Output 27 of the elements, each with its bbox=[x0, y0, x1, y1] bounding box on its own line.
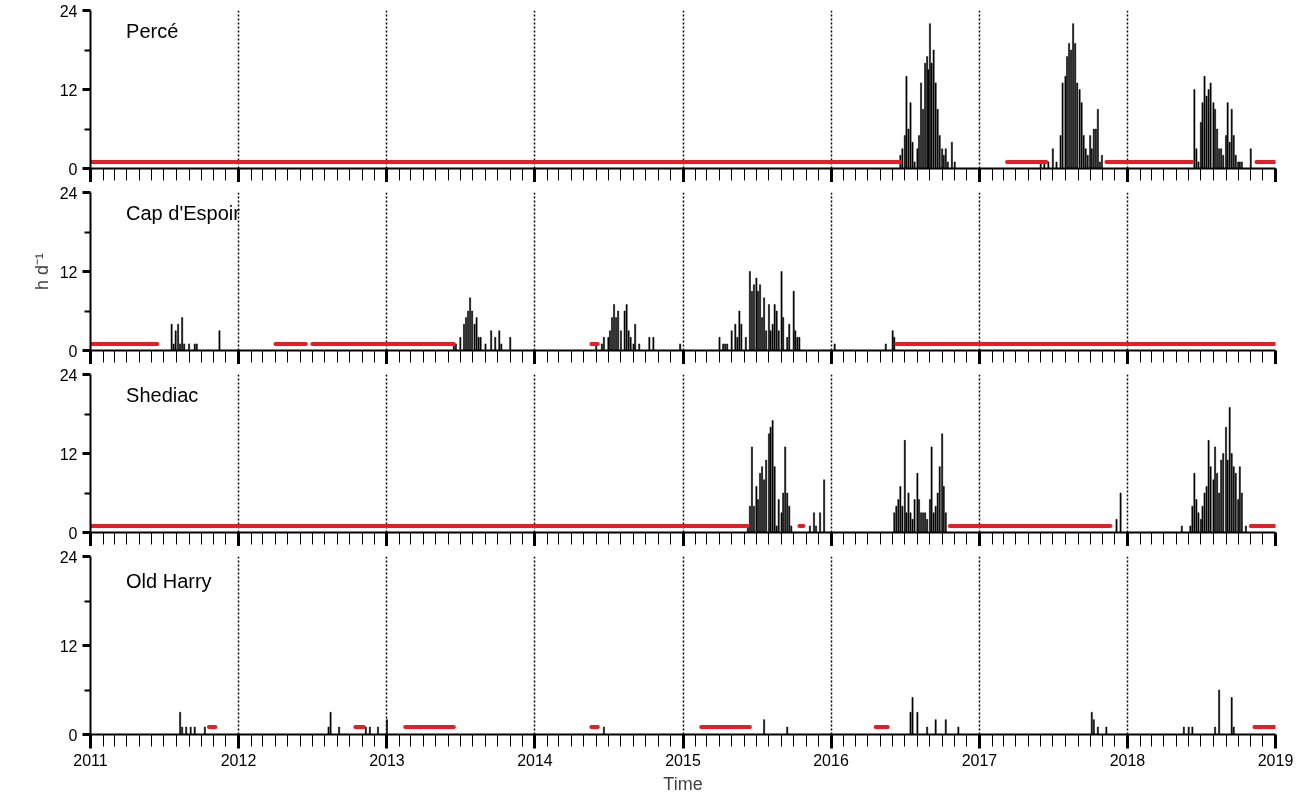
y-tick-label: 24 bbox=[59, 184, 78, 202]
x-tick-label: 2014 bbox=[517, 751, 553, 769]
x-tick-label: 2015 bbox=[665, 751, 701, 769]
y-tick-label: 0 bbox=[68, 726, 78, 744]
y-tick-label: 12 bbox=[59, 637, 78, 655]
y-axis-title: h d⁻¹ bbox=[31, 252, 52, 291]
x-tick-label: 2019 bbox=[1257, 751, 1294, 769]
x-tick-label: 2013 bbox=[369, 751, 405, 769]
text: Percé bbox=[126, 20, 179, 43]
y-tick-label: 24 bbox=[59, 548, 78, 566]
x-tick-label: 2016 bbox=[813, 751, 849, 769]
text: Old Harry bbox=[126, 570, 212, 593]
y-tick-label: 12 bbox=[59, 445, 78, 463]
y-tick-label: 0 bbox=[68, 342, 78, 360]
y-tick-label: 24 bbox=[59, 2, 78, 20]
y-tick-label: 0 bbox=[68, 160, 78, 178]
text: Cap d'Espoir bbox=[126, 202, 241, 225]
text: Shediac bbox=[126, 384, 199, 407]
x-tick-label: 2011 bbox=[73, 751, 108, 769]
y-tick-label: 24 bbox=[59, 366, 78, 384]
x-tick-label: 2017 bbox=[961, 751, 998, 769]
y-tick-label: 12 bbox=[59, 263, 78, 281]
y-tick-label: 0 bbox=[68, 524, 78, 542]
x-tick-label: 2012 bbox=[220, 751, 257, 769]
y-tick-label: 12 bbox=[59, 81, 78, 99]
x-axis-title: Time bbox=[663, 773, 703, 794]
x-tick-label: 2018 bbox=[1109, 751, 1146, 769]
